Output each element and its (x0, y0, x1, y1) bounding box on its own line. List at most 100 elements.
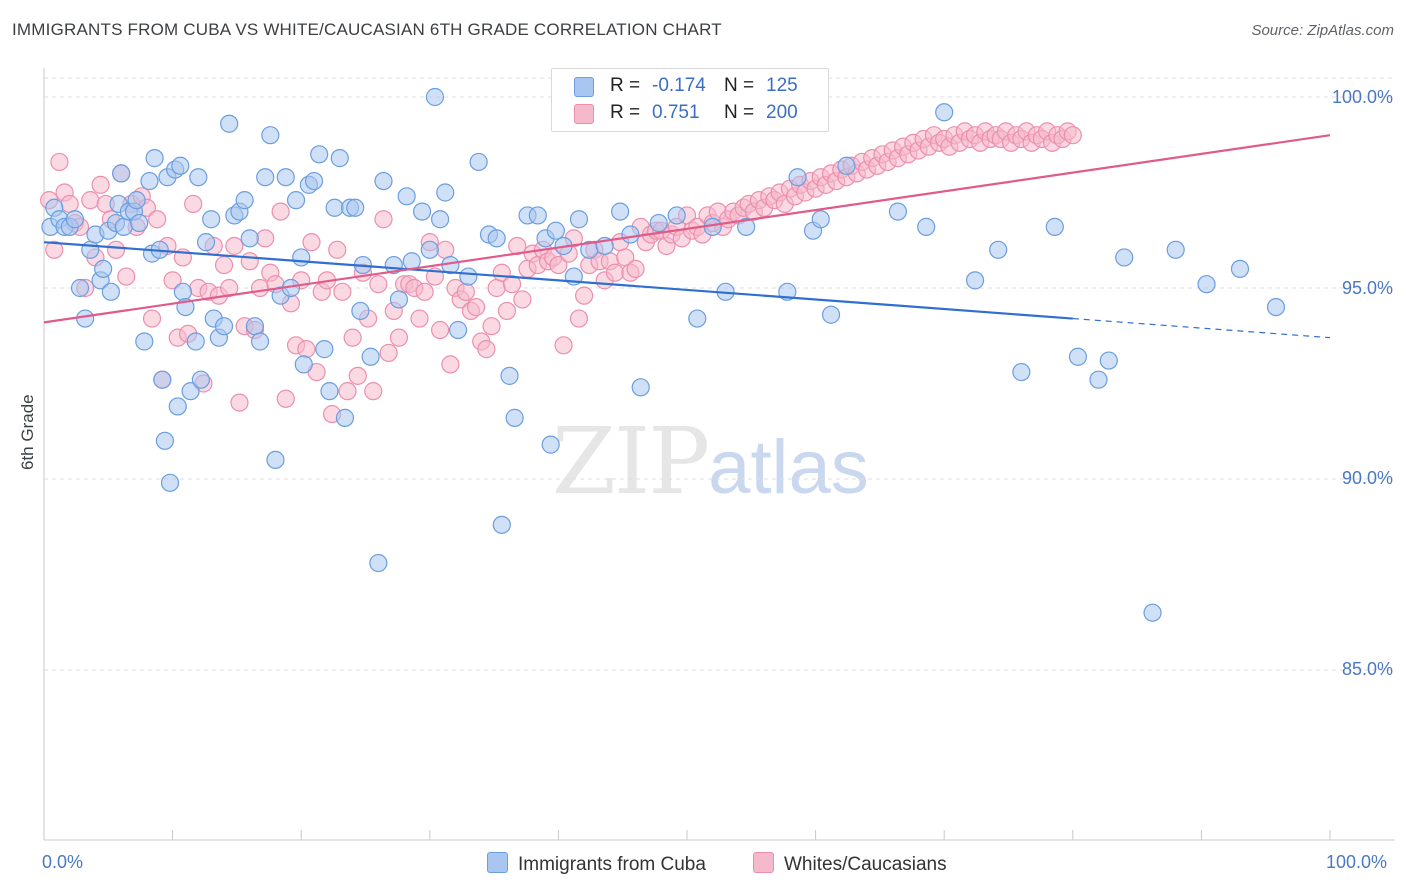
white-point (343, 328, 362, 347)
cuba-point (310, 145, 329, 164)
white-point (225, 236, 244, 256)
cuba-point (500, 366, 519, 385)
cuba-point (173, 282, 192, 301)
cuba-point (335, 408, 355, 427)
cuba-point (145, 149, 164, 168)
cuba-point (160, 473, 180, 492)
cuba-point (459, 267, 478, 286)
white-point (230, 393, 249, 412)
cuba-point (811, 210, 830, 229)
cuba-point (369, 553, 388, 573)
white-point (271, 202, 290, 221)
white-point (430, 320, 450, 340)
white-point (256, 229, 275, 248)
cuba-point (1099, 351, 1118, 370)
cuba-point (112, 164, 131, 183)
cuba-point (320, 382, 339, 401)
cuba-point (528, 206, 547, 225)
cuba-point (649, 213, 668, 233)
cuba-point (888, 202, 908, 221)
white-point (456, 282, 475, 301)
cuba-point (286, 191, 306, 210)
white-point (497, 301, 517, 321)
cuba-point (351, 301, 370, 321)
cuba-point (837, 156, 856, 175)
cuba-point (1115, 248, 1134, 267)
cuba-point (631, 378, 650, 397)
white-point (302, 233, 321, 252)
white-point (214, 255, 234, 275)
legend-n-label: N = (724, 75, 755, 96)
cuba-point (186, 332, 205, 351)
x-tick-label-min: 0.0% (42, 852, 84, 872)
bottom-legend-cuba: Immigrants from Cuba (487, 852, 706, 876)
legend-r-label: R = (610, 75, 641, 96)
cuba-point (788, 168, 807, 187)
cuba-point (256, 168, 275, 187)
cuba-point (569, 210, 589, 229)
cuba-point (436, 183, 455, 202)
white-point (50, 152, 69, 172)
cuba-point (266, 450, 285, 469)
white-point (184, 194, 203, 214)
white-point (250, 278, 270, 298)
white-point (379, 343, 398, 363)
cuba-point (1266, 298, 1286, 317)
cuba-point (1143, 603, 1162, 622)
cuba-point (130, 213, 149, 233)
cuba-point (688, 309, 707, 328)
legend-r-value: 0.751 (652, 102, 700, 123)
cuba-point (171, 156, 190, 175)
cuba-point (425, 87, 445, 107)
white-point (569, 309, 589, 328)
cuba-point (202, 210, 221, 229)
cuba-point (420, 240, 439, 259)
cuba-point (935, 103, 954, 122)
legend-r-label: R = (610, 102, 641, 123)
cuba-point (294, 355, 313, 374)
white-point (389, 328, 409, 347)
legend-n-label: N = (724, 102, 755, 123)
white-point (333, 282, 352, 301)
bottom-legend-label-cuba: Immigrants from Cuba (518, 854, 706, 875)
white-point (554, 336, 573, 355)
cuba-point (541, 435, 560, 454)
white-point (117, 267, 136, 286)
white-point (410, 309, 429, 328)
cuba-point (737, 217, 756, 236)
white-point (513, 290, 532, 309)
cuba-point (65, 210, 84, 229)
white-point (276, 389, 295, 408)
cuba-point (361, 347, 380, 366)
white-point (328, 240, 347, 259)
cuba-point (261, 126, 280, 145)
bottom-legend-swatch-cuba (487, 852, 508, 873)
white-point (163, 271, 182, 290)
cuba-point (989, 240, 1008, 259)
white-point (142, 309, 162, 328)
cuba-point (430, 210, 450, 229)
watermark-atlas: atlas (708, 425, 869, 510)
cuba-point (667, 206, 686, 225)
cuba-point (487, 229, 506, 248)
cuba-point (505, 408, 524, 427)
cuba-point (94, 259, 113, 278)
x-tick-label-max: 100.0% (1326, 852, 1388, 872)
cuba-trend-extension (1072, 317, 1331, 339)
white-point (297, 340, 316, 359)
white-point (549, 255, 568, 275)
cuba-point (315, 340, 334, 359)
cuba-point (412, 202, 432, 221)
white-point (374, 210, 393, 229)
cuba-point (250, 332, 270, 351)
cuba-point (76, 309, 95, 328)
cuba-point (821, 305, 841, 324)
white-point (45, 240, 64, 259)
white-trend-line (43, 134, 1331, 324)
bottom-legend-swatch-white (753, 852, 774, 873)
cuba-point (304, 171, 324, 191)
cuba-point (611, 202, 630, 221)
cuba-point (374, 171, 393, 191)
cuba-point (1230, 259, 1250, 278)
